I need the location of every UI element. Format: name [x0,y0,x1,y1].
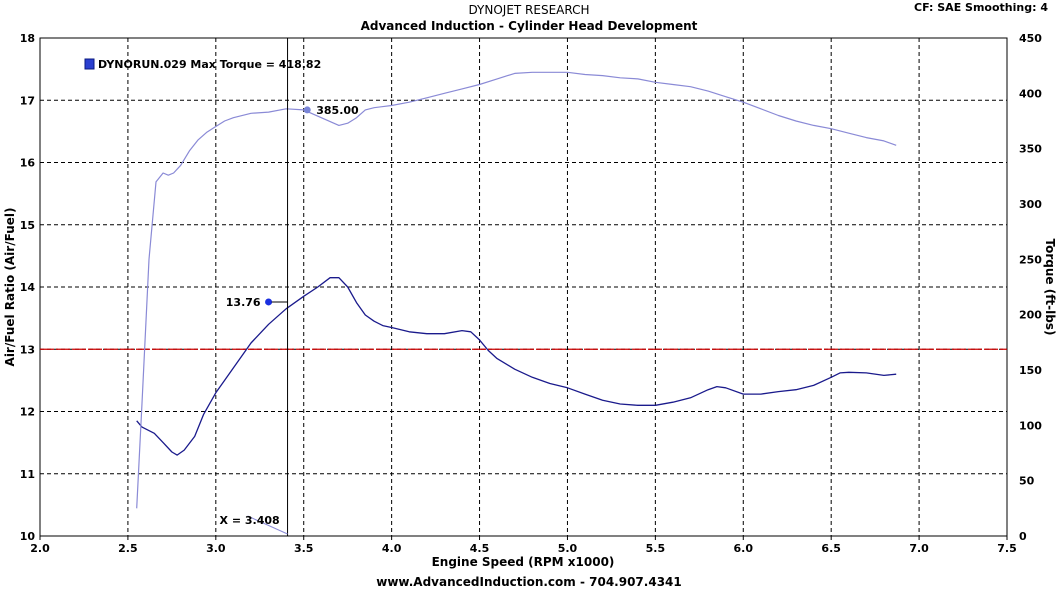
y-right-tick-label-6: 300 [1019,198,1042,211]
y-right-tick-label-7: 350 [1019,143,1042,156]
series-group [136,71,897,509]
legend-swatch [84,58,95,70]
x-tick-label-3: 3.5 [294,542,314,555]
x-tick-label-5: 4.5 [470,542,490,555]
y-right-tick-labels: 0 50 100 150 200 250 300 350 400 450 [1019,32,1042,543]
x-axis-label: Engine Speed (RPM x1000) [432,555,615,569]
y-right-tick-label-8: 400 [1019,87,1042,100]
y-right-tick-label-9: 450 [1019,32,1042,45]
y-left-tick-label-8: 18 [20,32,35,45]
y-left-tick-labels: 10 11 12 13 14 15 16 17 18 [20,32,36,543]
y-left-tick-label-2: 12 [20,406,35,419]
cursor-group: X = 3.408 [220,38,289,536]
x-tick-label-1: 2.5 [118,542,138,555]
x-tick-label-10: 7.0 [909,542,929,555]
x-tick-label-6: 5.0 [558,542,578,555]
cursor-leader [247,515,288,535]
x-tick-label-8: 6.0 [734,542,754,555]
y-left-tick-label-1: 11 [20,468,35,481]
legend-label: DYNORUN.029 Max Torque = 418.82 [98,58,321,71]
x-tick-label-11: 7.5 [997,542,1017,555]
y-right-tick-label-2: 100 [1019,419,1042,432]
x-tick-label-2: 3.0 [206,542,226,555]
cursor-label: X = 3.408 [220,514,280,527]
afr-series-line [136,277,897,456]
chart-subtitle: Advanced Induction - Cylinder Head Devel… [361,19,698,33]
y-right-tick-label-3: 150 [1019,364,1042,377]
y-right-tick-label-0: 0 [1019,530,1027,543]
y-right-tick-label-1: 50 [1019,475,1035,488]
y-left-tick-label-0: 10 [20,530,36,543]
y-left-axis-label: Air/Fuel Ratio (Air/Fuel) [3,208,17,367]
footer-text: www.AdvancedInduction.com - 704.907.4341 [376,575,682,589]
y-left-tick-label-7: 17 [20,94,35,107]
x-tick-label-7: 5.5 [646,542,666,555]
y-left-tick-label-5: 15 [20,219,35,232]
chart-title: DYNOJET RESEARCH [468,3,589,17]
torque-marker-label: 385.00 [316,104,359,117]
markers-group: 13.76 385.00 [226,104,359,309]
x-tick-label-0: 2.0 [30,542,50,555]
y-left-tick-label-4: 14 [20,281,36,294]
x-tick-label-4: 4.0 [382,542,402,555]
y-right-axis-label: Torque (ft-lbs) [1043,239,1057,336]
torque-series-line [136,71,897,509]
torque-marker [303,106,311,114]
x-tick-label-9: 6.5 [821,542,841,555]
y-left-tick-label-6: 16 [20,157,36,170]
y-left-tick-label-3: 13 [20,343,35,356]
settings-text: CF: SAE Smoothing: 4 [914,1,1048,14]
x-tick-labels: 2.0 2.5 3.0 3.5 4.0 4.5 5.0 5.5 6.0 6.5 7.0 7.5 [30,542,1017,555]
y-right-tick-label-4: 200 [1019,309,1042,322]
afr-marker-label: 13.76 [226,296,261,309]
afr-marker [265,298,273,306]
y-right-tick-label-5: 250 [1019,253,1042,266]
